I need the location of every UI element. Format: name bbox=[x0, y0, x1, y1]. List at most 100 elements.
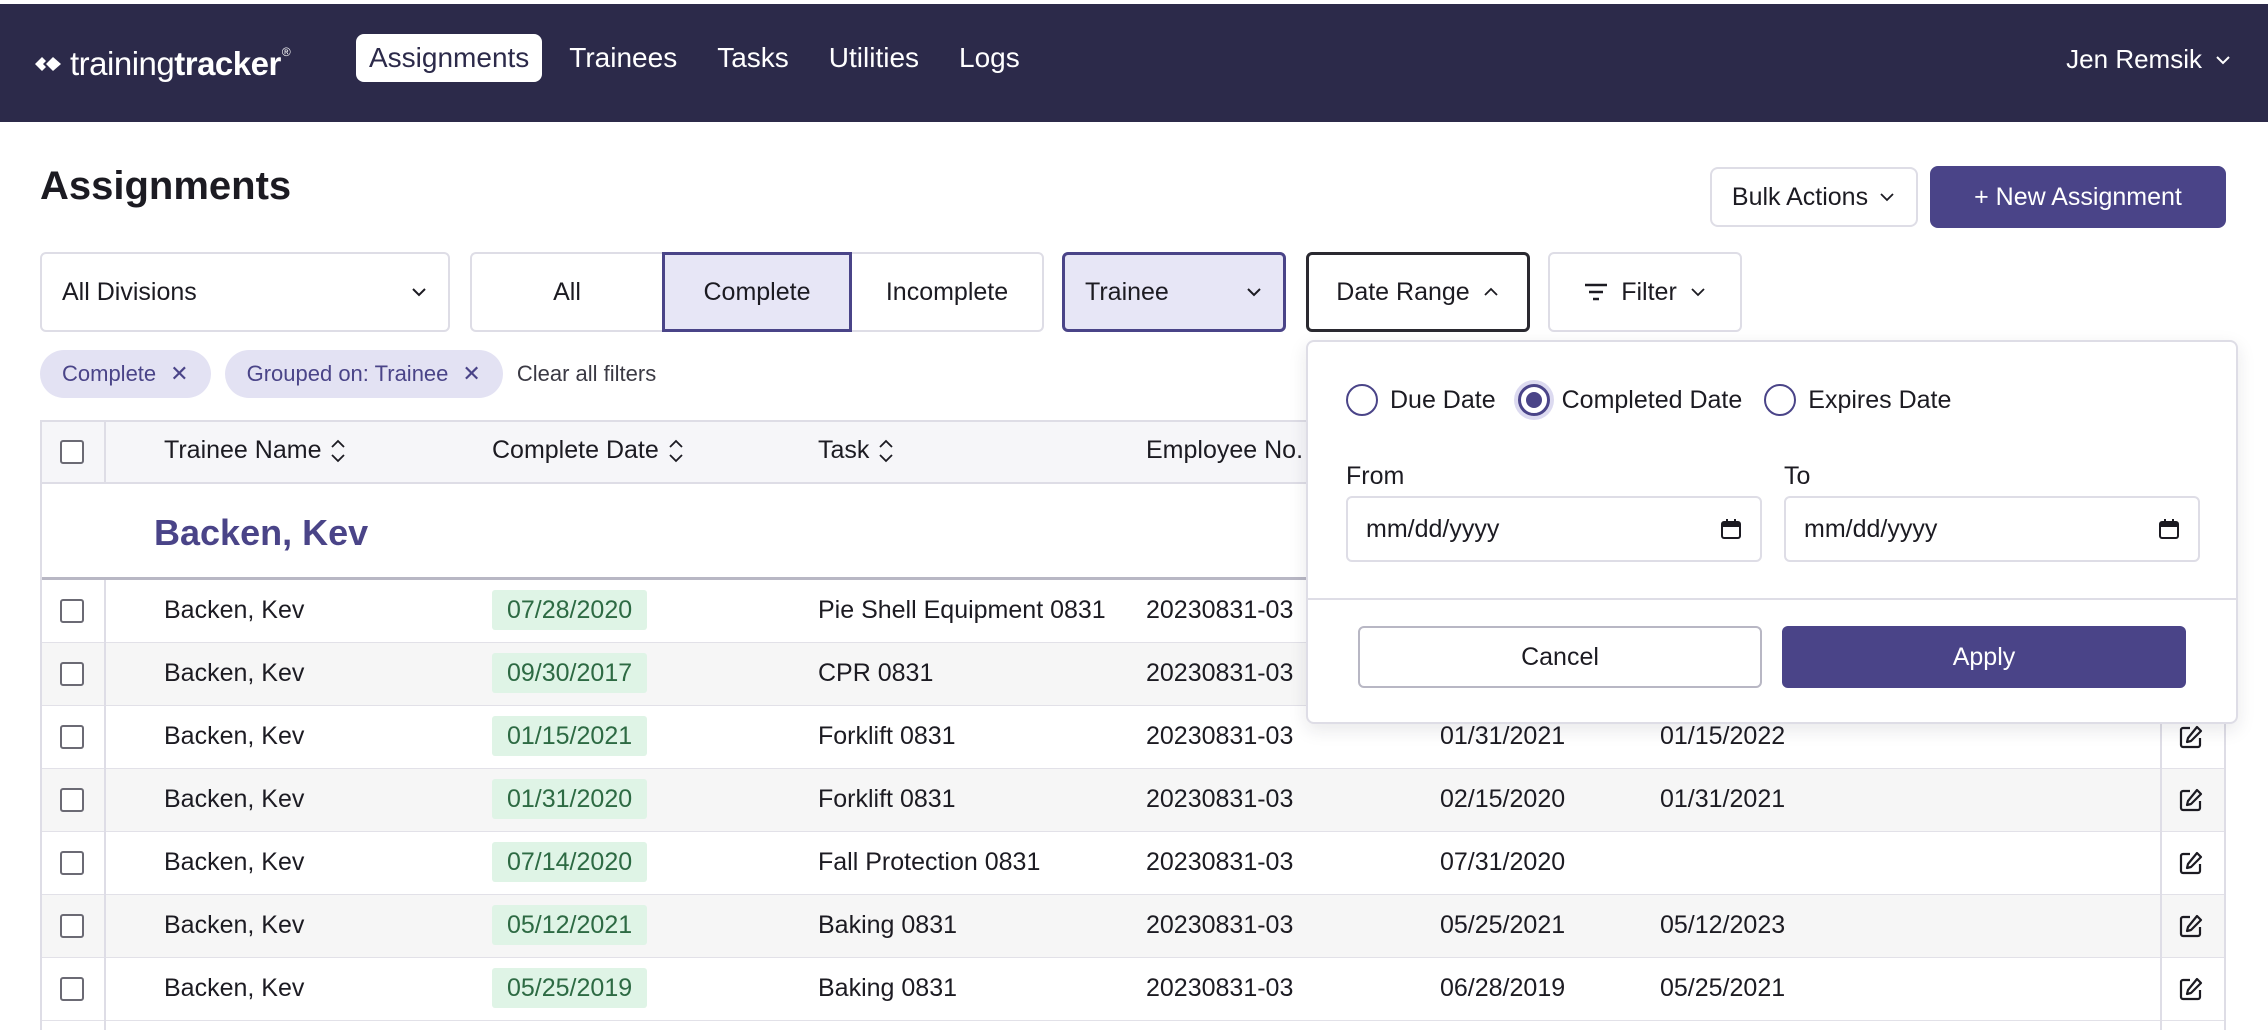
chevron-down-icon bbox=[1691, 288, 1705, 297]
chevron-down-icon bbox=[2216, 55, 2230, 64]
cell-complete-date: 01/31/2020 bbox=[492, 779, 648, 819]
user-menu[interactable]: Jen Remsik bbox=[2066, 44, 2232, 75]
cell-complete-date: 05/12/2021 bbox=[492, 905, 648, 945]
from-label: From bbox=[1346, 462, 1405, 490]
table-row: Backen, Kev 05/25/2019 Baking 0831 20230831… bbox=[42, 958, 2224, 1021]
cell-task: Baking 0831 bbox=[818, 911, 958, 939]
cell-due-date: 01/31/2021 bbox=[1440, 722, 1566, 750]
date-range-button[interactable]: Date Range bbox=[1306, 252, 1530, 332]
row-checkbox[interactable] bbox=[60, 788, 84, 812]
logo-text: trainingtracker® bbox=[70, 45, 291, 82]
cell-employee-no: 20230831-03 bbox=[1146, 659, 1294, 687]
apply-button[interactable]: Apply bbox=[1782, 626, 2186, 688]
col-employee-no[interactable]: Employee No. bbox=[1146, 436, 1303, 465]
cell-task: CPR 0831 bbox=[818, 659, 934, 687]
cell-complete-date: 07/28/2020 bbox=[492, 590, 648, 630]
filter-button[interactable]: Filter bbox=[1548, 252, 1742, 332]
chevron-up-icon bbox=[1484, 287, 1498, 296]
row-checkbox[interactable] bbox=[60, 977, 84, 1001]
radio-due-date[interactable]: Due Date bbox=[1346, 384, 1496, 416]
sort-icon bbox=[329, 437, 347, 465]
nav-tasks[interactable]: Tasks bbox=[717, 42, 789, 73]
filter-label: Filter bbox=[1621, 277, 1677, 306]
radio-completed-date[interactable]: Completed Date bbox=[1517, 384, 1742, 416]
column-divider bbox=[104, 422, 106, 484]
radio-label: Due Date bbox=[1390, 385, 1496, 414]
cell-trainee-name: Backen, Kev bbox=[164, 596, 305, 624]
nav-utilities[interactable]: Utilities bbox=[828, 42, 920, 73]
main-nav: Assignments Trainees Tasks Utilities Log… bbox=[356, 34, 1033, 82]
row-checkbox[interactable] bbox=[60, 914, 84, 938]
filter-lines-icon bbox=[1585, 283, 1608, 301]
division-select[interactable]: All Divisions bbox=[40, 252, 450, 332]
cell-task: Fall Protection 0831 bbox=[818, 848, 1041, 876]
nav-assignments[interactable]: Assignments bbox=[356, 34, 543, 82]
cell-trainee-name: Backen, Kev bbox=[164, 848, 305, 876]
radio-button-selected bbox=[1517, 384, 1550, 416]
new-assignment-button[interactable]: + New Assignment bbox=[1930, 166, 2226, 228]
chip-remove-icon[interactable]: ✕ bbox=[462, 361, 481, 386]
logo-chevron-icon bbox=[35, 57, 61, 71]
cell-complete-date: 09/30/2017 bbox=[492, 653, 648, 693]
to-label: To bbox=[1784, 462, 1811, 490]
chip-remove-icon[interactable]: ✕ bbox=[170, 361, 189, 386]
edit-icon[interactable] bbox=[2178, 724, 2204, 750]
status-complete-button[interactable]: Complete bbox=[662, 252, 852, 332]
group-by-value: Trainee bbox=[1085, 277, 1169, 306]
cell-employee-no: 20230831-03 bbox=[1146, 596, 1294, 624]
group-title: Backen, Kev bbox=[154, 512, 369, 553]
app-logo[interactable]: trainingtracker® bbox=[32, 42, 291, 86]
edit-icon[interactable] bbox=[2178, 850, 2204, 876]
select-all-checkbox[interactable] bbox=[60, 440, 84, 464]
col-complete-date[interactable]: Complete Date bbox=[492, 436, 685, 465]
date-type-radio-group: Due Date Completed Date Expires Date bbox=[1346, 384, 1951, 416]
row-checkbox[interactable] bbox=[60, 662, 84, 686]
calendar-icon[interactable] bbox=[1720, 518, 1742, 540]
cell-due-date: 07/31/2020 bbox=[1440, 848, 1566, 876]
cell-task: Baking 0831 bbox=[818, 974, 958, 1002]
date-range-popover: Due Date Completed Date Expires Date Fro… bbox=[1306, 340, 2238, 724]
bulk-actions-label: Bulk Actions bbox=[1731, 182, 1869, 211]
row-checkbox[interactable] bbox=[60, 725, 84, 749]
edit-icon[interactable] bbox=[2178, 976, 2204, 1002]
nav-logs[interactable]: Logs bbox=[959, 42, 1020, 73]
popover-divider bbox=[1308, 598, 2236, 600]
from-date-input[interactable]: mm/dd/yyyy bbox=[1346, 496, 1762, 562]
from-date-value: mm/dd/yyyy bbox=[1366, 514, 1500, 543]
cancel-button[interactable]: Cancel bbox=[1358, 626, 1762, 688]
nav-trainees[interactable]: Trainees bbox=[569, 42, 678, 73]
status-incomplete-button[interactable]: Incomplete bbox=[852, 252, 1044, 332]
col-trainee-name[interactable]: Trainee Name bbox=[164, 436, 347, 465]
cell-trainee-name: Backen, Kev bbox=[164, 722, 305, 750]
cell-employee-no: 20230831-03 bbox=[1146, 848, 1294, 876]
edit-icon[interactable] bbox=[2178, 913, 2204, 939]
row-checkbox[interactable] bbox=[60, 851, 84, 875]
col-task[interactable]: Task bbox=[818, 436, 895, 465]
radio-label: Expires Date bbox=[1808, 385, 1952, 414]
group-by-select[interactable]: Trainee bbox=[1062, 252, 1286, 332]
col-label: Task bbox=[818, 436, 870, 464]
active-filter-chips: Complete ✕ Grouped on: Trainee ✕ Clear a… bbox=[40, 350, 656, 398]
to-date-input[interactable]: mm/dd/yyyy bbox=[1784, 496, 2200, 562]
edit-icon[interactable] bbox=[2178, 787, 2204, 813]
radio-expires-date[interactable]: Expires Date bbox=[1764, 384, 1951, 416]
calendar-icon[interactable] bbox=[2158, 518, 2180, 540]
bulk-actions-button[interactable]: Bulk Actions bbox=[1710, 167, 1918, 227]
cell-due-date: 05/25/2021 bbox=[1440, 911, 1566, 939]
col-label: Trainee Name bbox=[164, 436, 322, 464]
status-all-button[interactable]: All bbox=[470, 252, 662, 332]
cell-employee-no: 20230831-03 bbox=[1146, 974, 1294, 1002]
cell-complete-date: 07/14/2020 bbox=[492, 842, 648, 882]
cell-employee-no: 20230831-03 bbox=[1146, 722, 1294, 750]
top-nav-bar: trainingtracker® Assignments Trainees Ta… bbox=[0, 0, 2268, 122]
division-select-value: All Divisions bbox=[62, 277, 197, 306]
cell-expires-date: 05/12/2023 bbox=[1660, 911, 1786, 939]
clear-all-filters-link[interactable]: Clear all filters bbox=[516, 361, 657, 386]
cell-employee-no: 20230831-03 bbox=[1146, 911, 1294, 939]
chip-complete: Complete ✕ bbox=[40, 350, 211, 398]
radio-button bbox=[1346, 384, 1378, 416]
col-label: Complete Date bbox=[492, 436, 659, 464]
to-date-value: mm/dd/yyyy bbox=[1804, 514, 1938, 543]
col-label: Employee No. bbox=[1146, 436, 1304, 464]
row-checkbox[interactable] bbox=[60, 599, 84, 623]
